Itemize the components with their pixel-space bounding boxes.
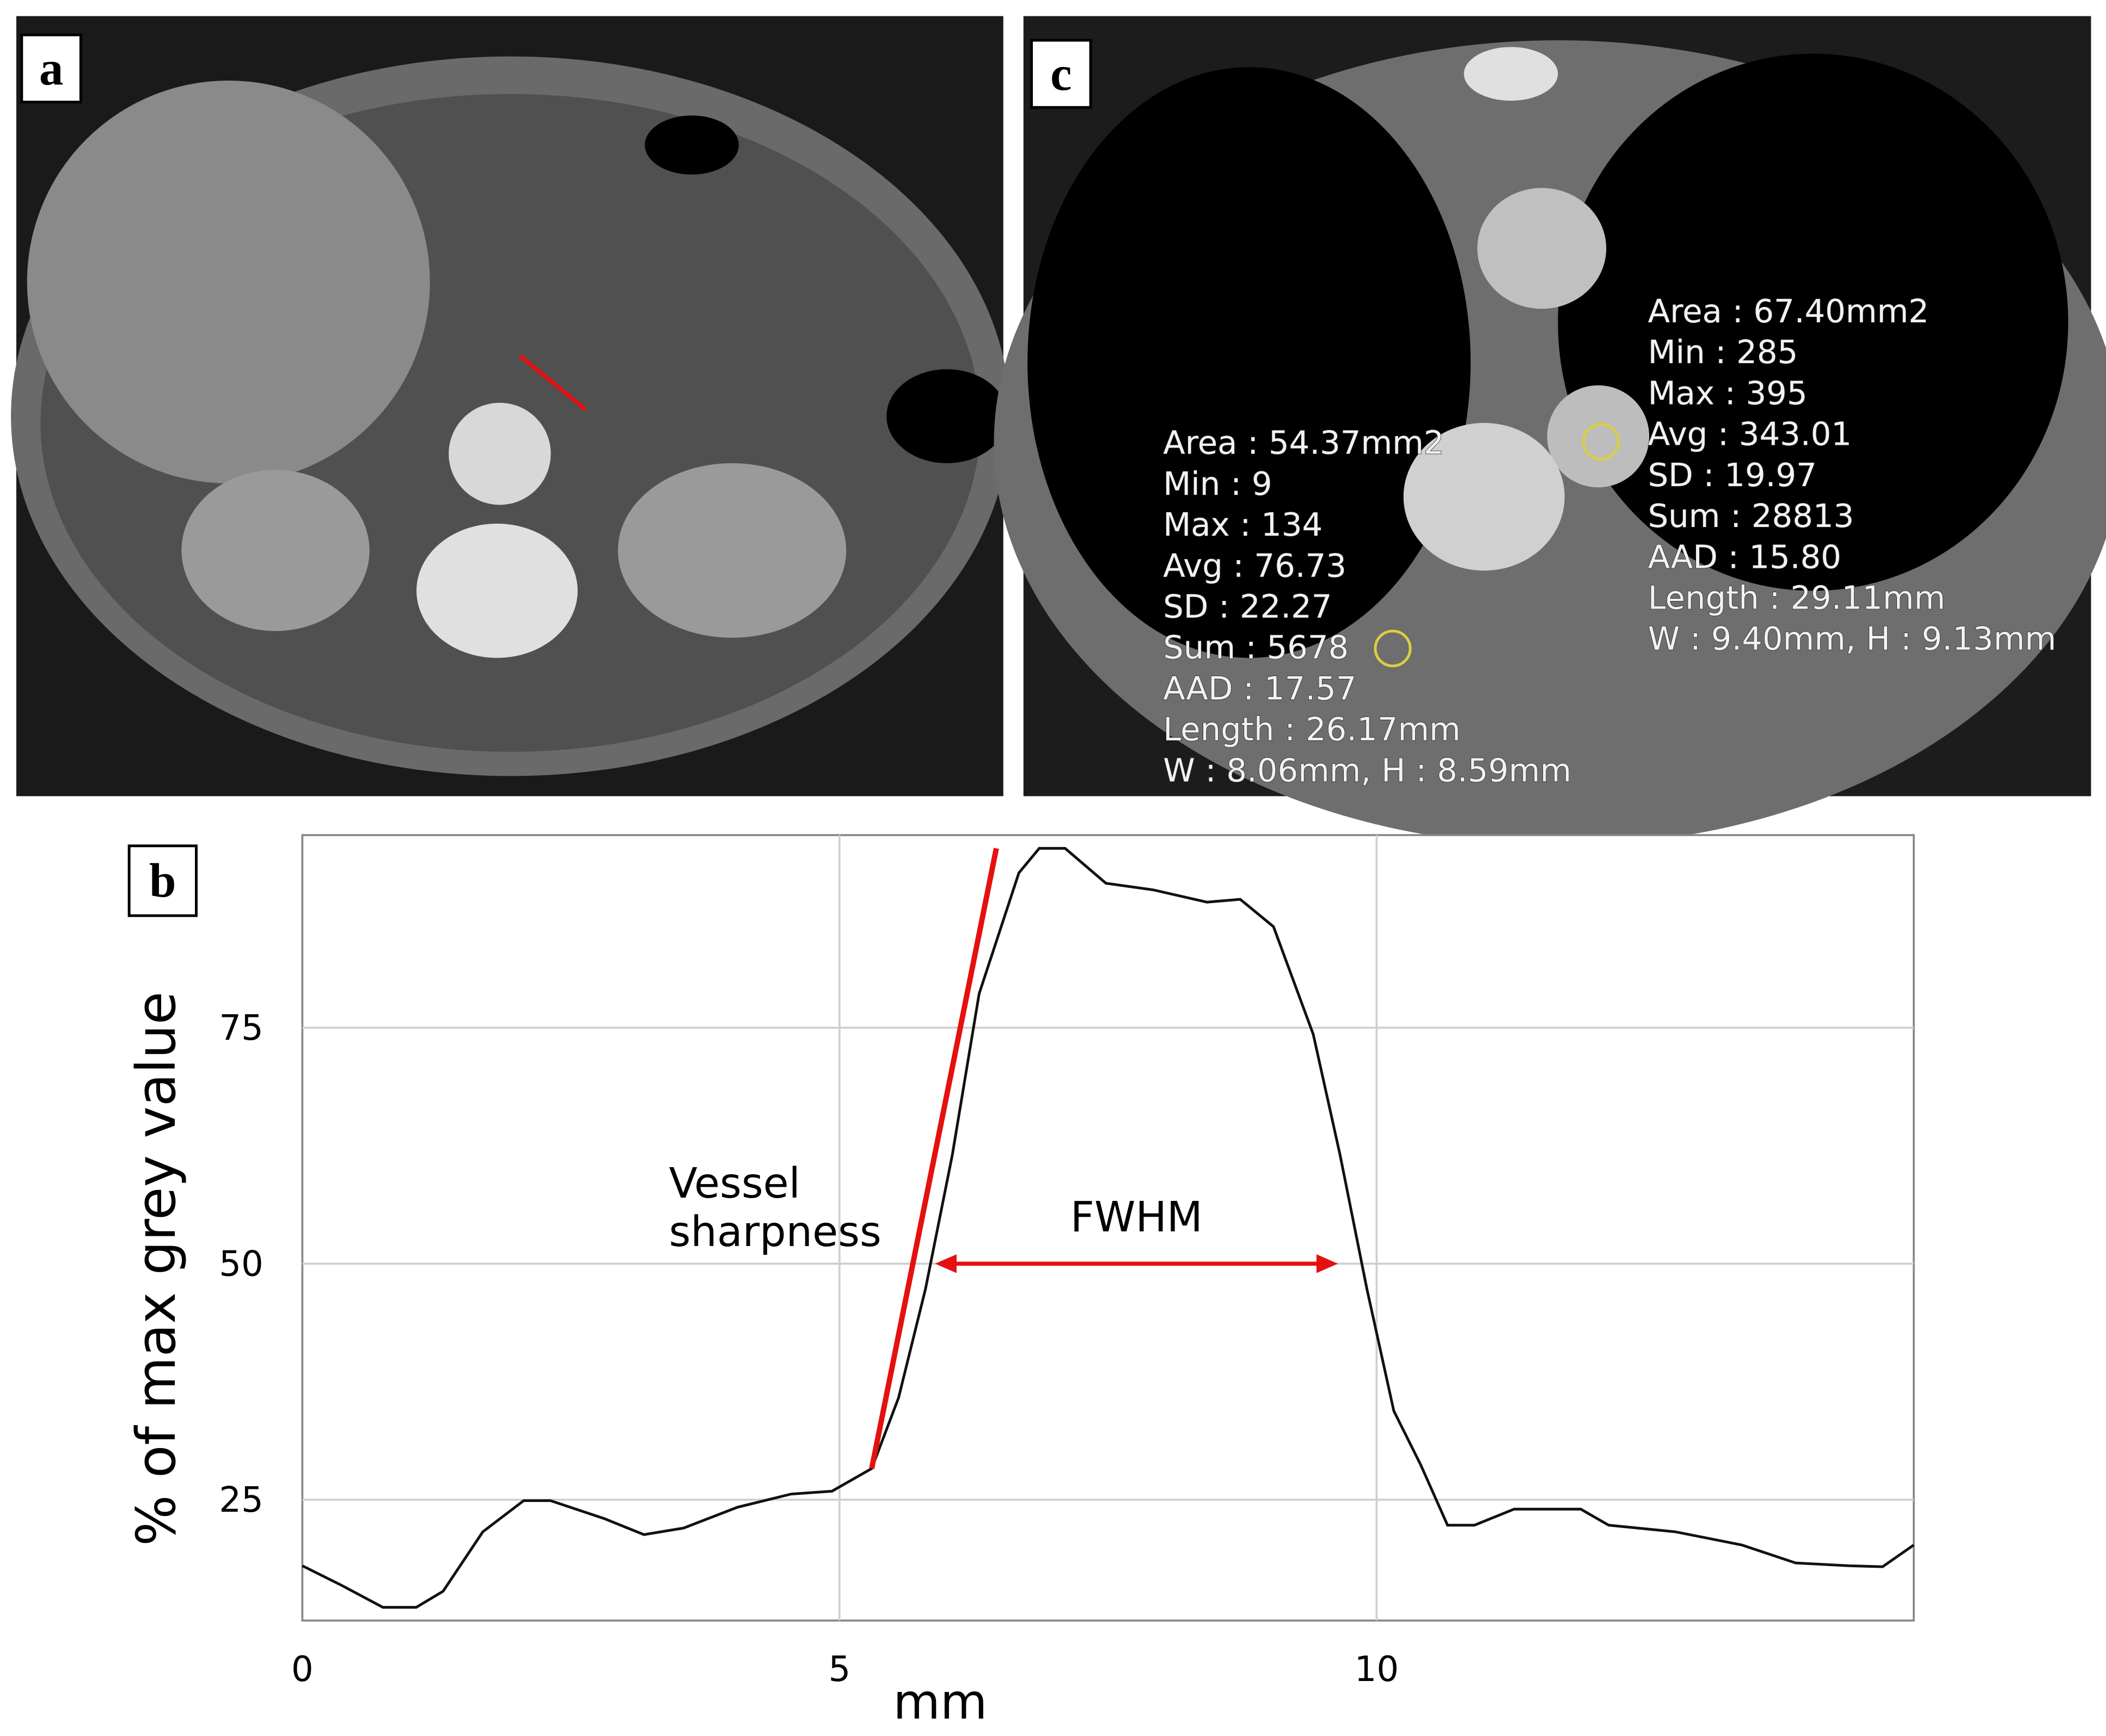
x-tick-label: 0 <box>291 1649 314 1690</box>
annotation: sharpness <box>669 1208 881 1256</box>
bowel-gas <box>886 369 1008 463</box>
arrow-head <box>1316 1254 1338 1273</box>
measurement-text: W : 8.06mm, H : 8.59mm <box>1163 751 1571 789</box>
measurement-text: Length : 29.11mm <box>1648 579 1945 616</box>
panel-label: a <box>39 42 63 95</box>
y-axis-label: % of max grey value <box>125 991 188 1546</box>
measurement-text: Length : 26.17mm <box>1163 710 1460 748</box>
measurement-text: Max : 395 <box>1648 374 1808 412</box>
panel-label: b <box>149 855 176 908</box>
panel-label: c <box>1050 47 1072 101</box>
measurement-text: Sum : 28813 <box>1648 497 1854 535</box>
vertebra <box>1403 422 1565 571</box>
sternum <box>1464 47 1558 101</box>
measurement-text: SD : 22.27 <box>1163 588 1332 625</box>
measurement-text: Min : 9 <box>1163 465 1272 502</box>
liver <box>27 80 430 483</box>
measurement-text: SD : 19.97 <box>1648 456 1817 494</box>
kidney <box>617 463 847 638</box>
annotation: FWHM <box>1070 1193 1203 1242</box>
measurement-text: Avg : 76.73 <box>1163 547 1346 584</box>
sharpness-line <box>869 848 999 1469</box>
x-tick-label: 10 <box>1355 1649 1399 1690</box>
roi-circle <box>1582 422 1620 461</box>
aorta <box>1477 188 1607 309</box>
x-tick-label: 5 <box>828 1649 850 1690</box>
measurement-text: Sum : 5678 <box>1163 629 1349 666</box>
y-tick-label: 50 <box>219 1244 264 1285</box>
vertebra <box>416 523 578 658</box>
descending-aorta <box>1547 385 1650 488</box>
arrow-head <box>935 1254 957 1273</box>
measurement-text: AAD : 17.57 <box>1163 670 1356 707</box>
plot-area <box>301 834 1915 1622</box>
measurement-text: Max : 134 <box>1163 506 1323 543</box>
panel-label-box <box>1030 39 1092 109</box>
bowel-gas <box>645 115 739 175</box>
measurement-text: Min : 285 <box>1648 333 1798 371</box>
y-tick-label: 75 <box>219 1008 264 1048</box>
panel-label-box <box>20 33 82 103</box>
measurement-text: Avg : 343.01 <box>1648 415 1852 453</box>
y-tick-label: 25 <box>219 1480 264 1520</box>
annotation: Vessel <box>669 1160 800 1208</box>
measurement-text: AAD : 15.80 <box>1648 538 1841 575</box>
measurement-text: Area : 54.37mm2 <box>1163 424 1444 462</box>
lung <box>1558 53 2068 591</box>
measurement-text: Area : 67.40mm2 <box>1648 292 1929 330</box>
panel-label-box <box>127 844 198 917</box>
measurement-text: W : 9.40mm, H : 9.13mm <box>1648 620 2056 658</box>
aorta <box>449 402 551 505</box>
profile-line <box>302 846 1915 1609</box>
kidney <box>181 470 370 631</box>
lung <box>1027 67 1471 658</box>
x-axis-label: mm <box>893 1674 987 1730</box>
roi-circle <box>1374 629 1412 667</box>
profile-line <box>518 354 587 412</box>
